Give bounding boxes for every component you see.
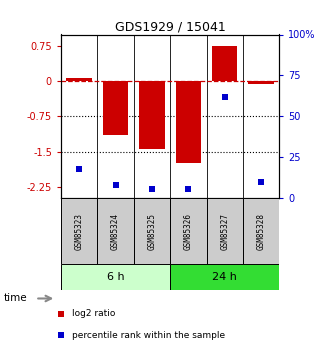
Text: log2 ratio: log2 ratio: [72, 309, 116, 318]
Bar: [170, 264, 279, 290]
Bar: [139, 81, 165, 149]
Text: 24 h: 24 h: [212, 272, 237, 282]
Bar: [61, 198, 97, 264]
Text: 6 h: 6 h: [107, 272, 124, 282]
Bar: [243, 198, 279, 264]
Text: GSM85323: GSM85323: [75, 213, 84, 250]
Text: GSM85328: GSM85328: [256, 213, 265, 250]
Bar: [248, 81, 274, 83]
Bar: [61, 264, 170, 290]
Bar: [206, 198, 243, 264]
Text: percentile rank within the sample: percentile rank within the sample: [72, 331, 225, 340]
Title: GDS1929 / 15041: GDS1929 / 15041: [115, 20, 226, 33]
Bar: [97, 198, 134, 264]
Bar: [134, 198, 170, 264]
Text: time: time: [3, 294, 27, 304]
Text: GSM85325: GSM85325: [147, 213, 156, 250]
Bar: [170, 198, 206, 264]
Bar: [176, 81, 201, 163]
Bar: [66, 78, 92, 81]
Text: GSM85324: GSM85324: [111, 213, 120, 250]
Text: GSM85326: GSM85326: [184, 213, 193, 250]
Bar: [212, 46, 238, 81]
Bar: [103, 81, 128, 135]
Text: GSM85327: GSM85327: [220, 213, 229, 250]
